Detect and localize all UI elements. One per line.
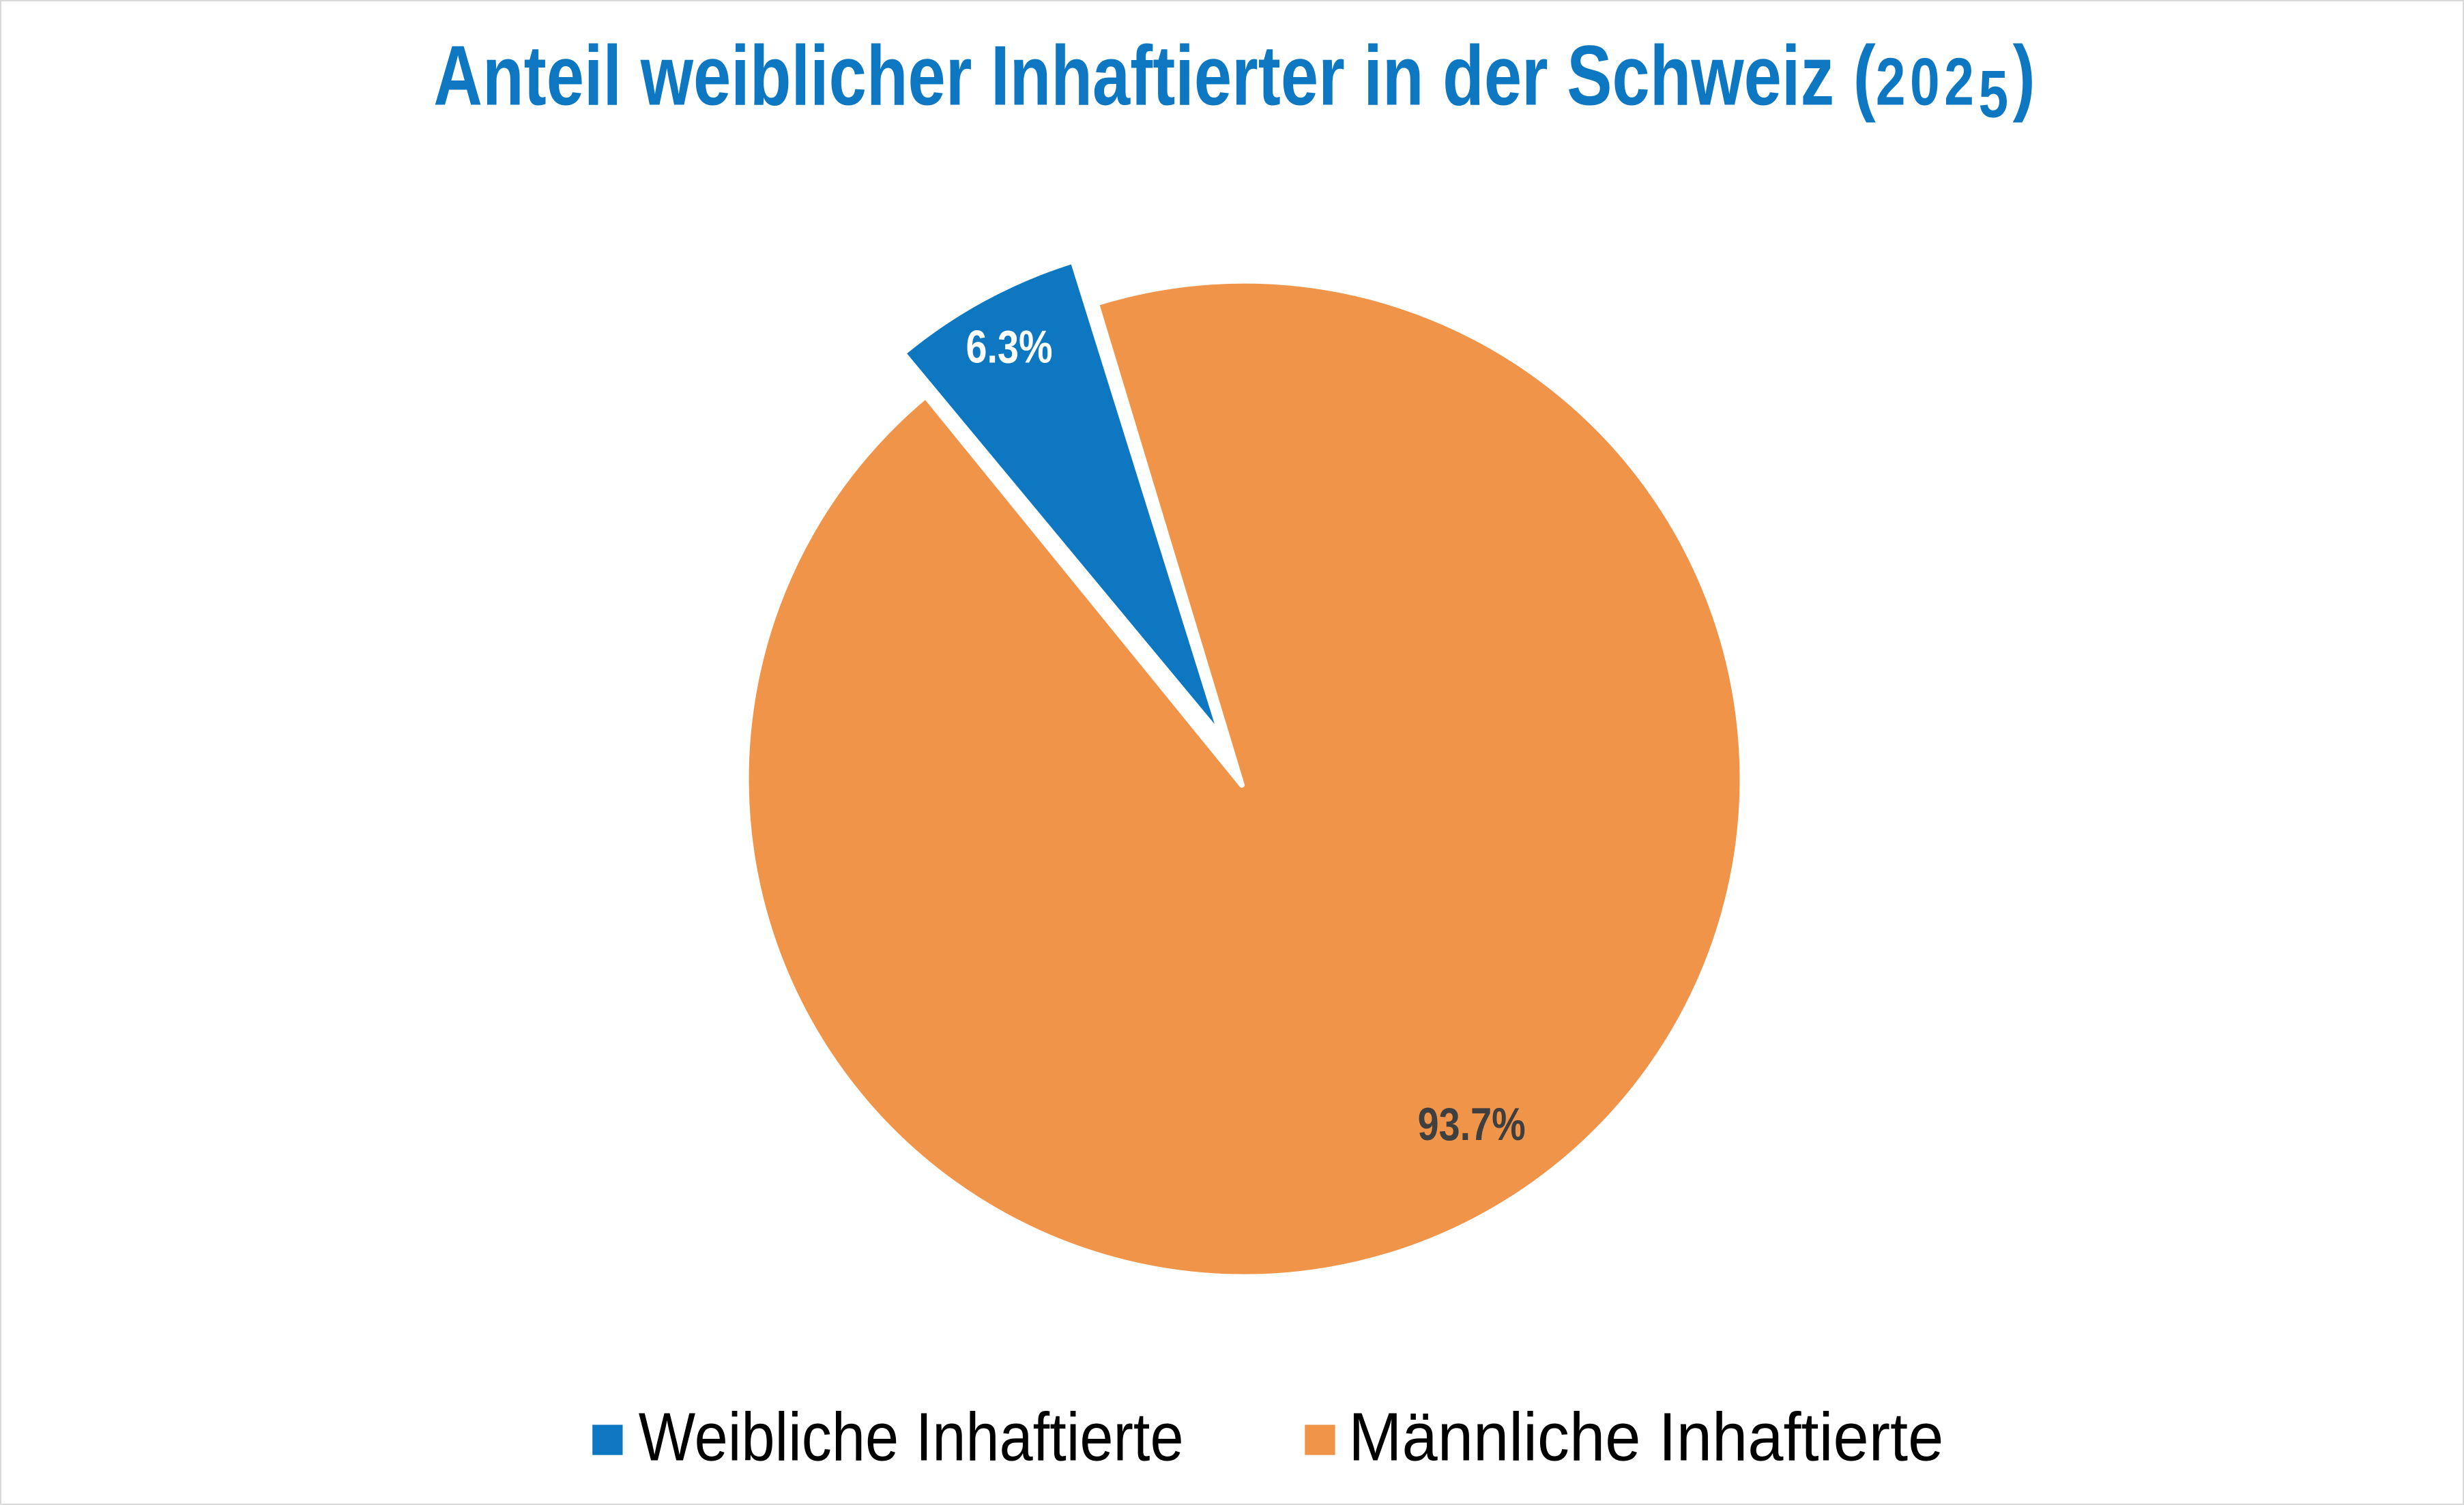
svg-text:93.7%: 93.7% — [1418, 1099, 1526, 1150]
svg-text:Weibliche Inhaftierte: Weibliche Inhaftierte — [639, 1399, 1184, 1474]
svg-text:Anteil weiblicher Inhaftierter: Anteil weiblicher Inhaftierter in der Sc… — [433, 28, 2035, 132]
svg-text:Männliche Inhaftierte: Männliche Inhaftierte — [1348, 1399, 1943, 1475]
svg-text:6.3%: 6.3% — [966, 321, 1052, 372]
